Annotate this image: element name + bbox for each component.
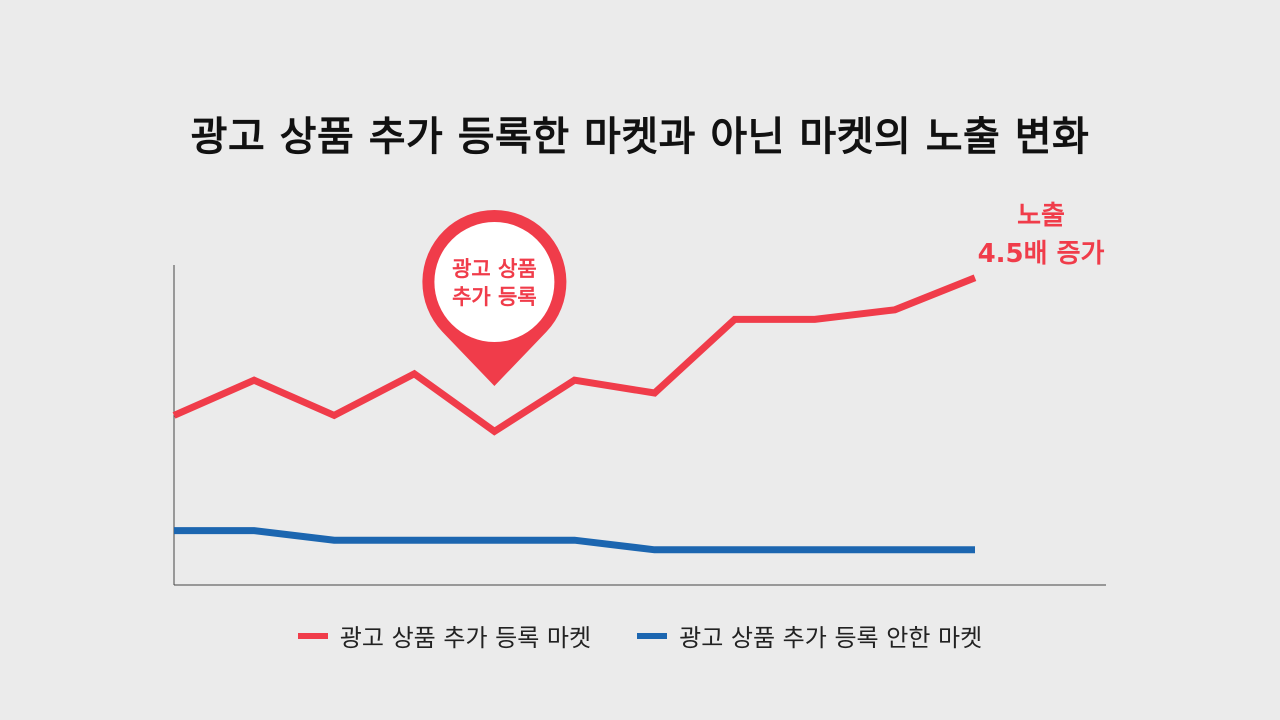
legend-label-not-registered: 광고 상품 추가 등록 안한 마켓 <box>679 624 983 652</box>
legend-item-not-registered: 광고 상품 추가 등록 안한 마켓 <box>637 618 982 653</box>
pin-label-line-0: 광고 상품 <box>452 257 537 281</box>
legend-label-registered: 광고 상품 추가 등록 마켓 <box>339 624 592 652</box>
pin-marker-inner <box>434 222 555 342</box>
legend-swatch-not-registered <box>637 632 668 639</box>
chart-title: 광고 상품 추가 등록한 마켓과 아닌 마켓의 노출 변화 <box>190 114 1090 160</box>
growth-label-line-1: 4.5배 증가 <box>978 239 1105 269</box>
pin-label-line-1: 추가 등록 <box>452 285 537 309</box>
growth-label-line-0: 노출 <box>1017 201 1065 231</box>
legend-item-registered: 광고 상품 추가 등록 마켓 <box>297 618 592 653</box>
legend: 광고 상품 추가 등록 마켓 광고 상품 추가 등록 안한 마켓 <box>0 618 1280 653</box>
series-layer <box>172 274 977 554</box>
series-line-1 <box>174 527 975 554</box>
legend-swatch-registered <box>297 632 328 639</box>
series-line-0 <box>172 274 977 436</box>
